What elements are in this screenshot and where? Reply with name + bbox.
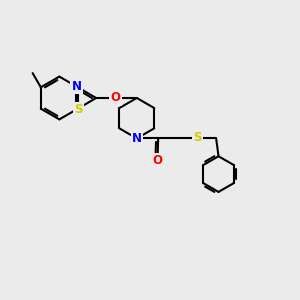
Text: S: S — [194, 131, 202, 144]
Text: O: O — [110, 92, 120, 104]
Text: N: N — [71, 80, 81, 93]
Text: O: O — [153, 154, 163, 167]
Text: S: S — [74, 103, 83, 116]
Text: N: N — [132, 132, 142, 145]
